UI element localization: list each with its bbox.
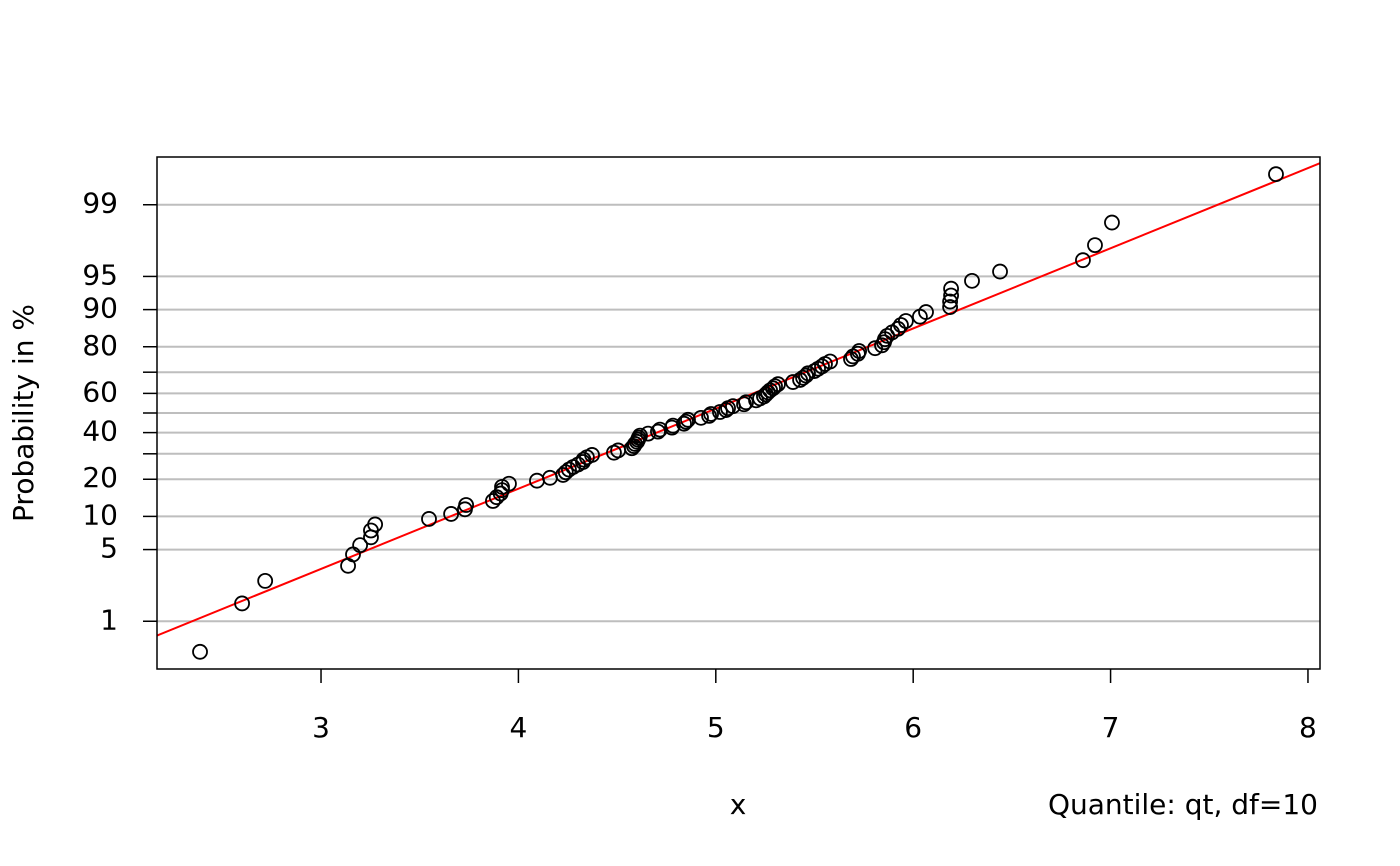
data-point [798, 367, 814, 384]
data-point [234, 595, 250, 612]
data-point [494, 478, 510, 495]
data-point [942, 293, 958, 310]
y-tick-label: 5 [100, 532, 118, 565]
data-point [943, 287, 959, 304]
x-tick-label: 3 [312, 711, 330, 744]
data-point [879, 327, 896, 344]
data-point [814, 358, 830, 375]
data-point [676, 415, 692, 432]
x-tick-label: 5 [707, 711, 725, 744]
data-point [421, 511, 437, 527]
caption: Quantile: qt, df=10 [1048, 788, 1318, 821]
data-point [367, 516, 384, 533]
data-point [770, 376, 786, 393]
data-point [584, 447, 600, 463]
data-point [257, 572, 274, 589]
data-point [561, 461, 577, 478]
data-point [352, 537, 369, 554]
y-tick-label: 10 [82, 498, 118, 531]
data-point [964, 272, 980, 289]
y-tick-label: 60 [82, 375, 118, 408]
data-point [1104, 214, 1120, 231]
data-point [632, 427, 648, 444]
x-tick-label: 6 [904, 711, 922, 744]
data-point [822, 353, 838, 370]
data-point [712, 404, 728, 420]
data-point [1268, 166, 1284, 183]
marks [157, 162, 1320, 660]
data-point [501, 475, 517, 492]
data-point [942, 299, 958, 315]
data-point [575, 451, 592, 468]
y-tick-label: 90 [82, 292, 118, 325]
data-point [943, 280, 959, 297]
y-tick-label: 1 [100, 603, 118, 636]
data-point [703, 406, 719, 422]
data-point [443, 506, 460, 522]
data-point [893, 317, 909, 333]
y-tick-label: 20 [82, 461, 118, 494]
data-point [918, 304, 934, 320]
y-axis-label: Probability in % [7, 304, 40, 522]
x-tick-label: 4 [510, 711, 528, 744]
data-point [897, 313, 914, 329]
data-point [650, 423, 666, 440]
data-point [678, 413, 694, 430]
grid [157, 203, 1320, 623]
data-point [192, 643, 208, 660]
data-point [1075, 252, 1091, 269]
data-point [458, 497, 475, 513]
data-point [992, 263, 1008, 280]
data-point [738, 394, 754, 411]
x-axis-label: x [730, 788, 747, 821]
y-tick-label: 40 [82, 415, 118, 448]
data-point [795, 369, 811, 386]
y-tick-label: 80 [82, 329, 118, 362]
x-tick-label: 8 [1299, 711, 1317, 744]
data-point [851, 343, 868, 359]
data-point [767, 378, 783, 395]
data-point [693, 409, 709, 426]
data-point [785, 374, 801, 390]
y-tick-label: 99 [82, 187, 118, 220]
data-point [1087, 237, 1103, 254]
data-point [765, 380, 781, 397]
data-point [800, 365, 816, 382]
x-tick-label: 7 [1102, 711, 1120, 744]
y-tick-label: 95 [82, 258, 118, 291]
data-point [701, 408, 717, 424]
